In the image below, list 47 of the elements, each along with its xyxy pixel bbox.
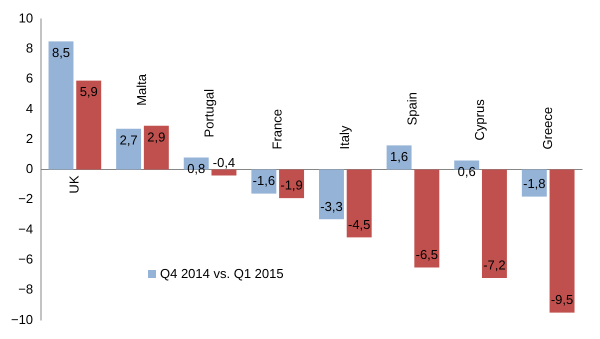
bar (414, 170, 440, 268)
data-label: -9,5 (550, 292, 574, 308)
x-tick-label: Spain (404, 92, 420, 126)
data-label: 8,5 (52, 44, 70, 60)
data-label: 0,6 (458, 164, 476, 180)
x-tick-label: Greece (540, 106, 555, 150)
bar (116, 128, 142, 170)
bar (482, 170, 507, 278)
data-label: 2,7 (120, 132, 138, 148)
data-label: 5,9 (80, 84, 98, 100)
y-tick-label: 2 (26, 130, 34, 146)
y-tick-label: −10 (10, 312, 34, 327)
y-tick-label: 4 (26, 100, 34, 116)
legend-label: Q4 2014 vs. Q1 2015 (160, 266, 284, 281)
y-tick-label: 8 (26, 40, 34, 56)
y-tick-label: 6 (26, 70, 34, 86)
y-tick-label: −6 (18, 252, 34, 266)
data-label: -0,4 (212, 155, 236, 170)
y-tick-label: −4 (18, 221, 34, 236)
y-tick-label: −8 (18, 282, 34, 297)
x-tick-label: Malta (134, 73, 150, 106)
bar (48, 41, 74, 170)
data-label: -6,5 (416, 247, 438, 262)
x-tick-label: France (269, 109, 284, 150)
bar (319, 170, 344, 220)
x-tick-label: UK (66, 175, 82, 194)
bar (550, 170, 575, 313)
bar (211, 170, 236, 176)
data-label: -3,3 (320, 198, 343, 214)
data-label: 0,8 (187, 161, 206, 176)
x-tick-label: Italy (336, 125, 352, 150)
data-label: -7,2 (483, 258, 506, 273)
y-tick-label: 10 (18, 10, 34, 26)
bar (279, 170, 304, 198)
y-tick-label: 0 (26, 161, 34, 176)
data-label: -1,9 (280, 178, 303, 193)
x-tick-label: Portugal (202, 88, 217, 138)
x-tick-label: Cyprus (472, 98, 488, 140)
data-label: 1,6 (390, 148, 408, 164)
bar (76, 80, 102, 170)
y-tick-label: −2 (18, 191, 34, 206)
bar (144, 126, 169, 170)
data-label: -1,8 (523, 176, 546, 192)
bar (346, 170, 372, 238)
data-label: -4,5 (348, 216, 370, 232)
data-label: -1,6 (252, 173, 276, 188)
data-label: 2,9 (147, 129, 166, 144)
